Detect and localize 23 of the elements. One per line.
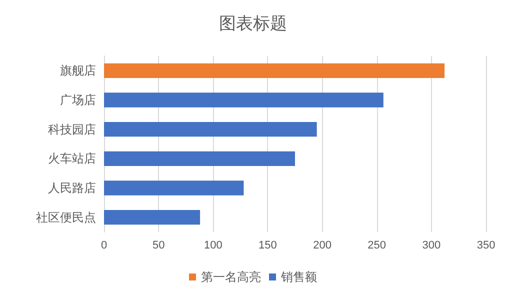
x-tick-label: 50 — [152, 240, 165, 252]
x-tick-label: 250 — [368, 240, 386, 252]
y-tick-label: 社区便民点 — [36, 210, 96, 224]
x-tick-label: 200 — [313, 240, 332, 252]
y-tick-label: 人民路店 — [48, 181, 96, 195]
bar — [104, 210, 200, 225]
bar — [104, 92, 384, 108]
bar — [104, 122, 317, 137]
y-tick-label: 火车站店 — [48, 152, 96, 166]
x-tick-label: 100 — [204, 240, 222, 252]
bar — [104, 151, 295, 166]
x-tick-label: 300 — [422, 240, 441, 252]
x-tick-label: 350 — [476, 240, 496, 252]
legend-label: 销售额 — [280, 270, 317, 284]
x-tick-label: 0 — [100, 240, 108, 252]
bar — [104, 63, 445, 78]
chart-title: 图表标题 — [219, 14, 287, 33]
bar — [104, 180, 244, 196]
x-tick-label: 150 — [258, 240, 277, 252]
y-tick-label: 旗舰店 — [60, 64, 96, 78]
y-tick-label: 广场店 — [60, 93, 96, 107]
y-tick-label: 科技园店 — [48, 122, 96, 136]
legend-label: 第一名高亮 — [201, 270, 261, 284]
